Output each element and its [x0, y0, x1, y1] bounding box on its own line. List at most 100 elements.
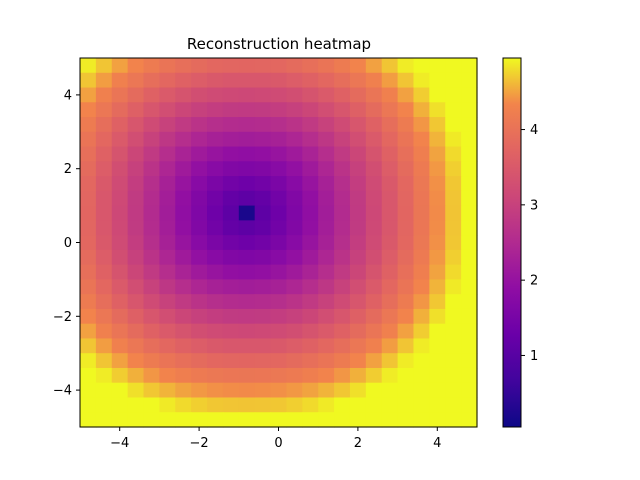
heatmap-cell [222, 264, 240, 280]
heatmap-cell [159, 205, 176, 221]
heatmap-cell [302, 279, 319, 295]
heatmap-cell [80, 382, 97, 399]
heatmap-cell [270, 264, 288, 280]
heatmap-cell [127, 190, 145, 207]
heatmap-cell [222, 146, 240, 162]
heatmap-cell [461, 294, 478, 310]
heatmap-cell [191, 367, 208, 384]
heatmap-cell [445, 308, 462, 325]
heatmap-cell [143, 117, 160, 133]
heatmap-cell [349, 367, 367, 384]
heatmap-cell [175, 131, 192, 148]
heatmap-cell [397, 176, 415, 192]
heatmap-cell [143, 235, 160, 251]
heatmap-cell [143, 338, 160, 354]
heatmap-cell [461, 117, 478, 133]
heatmap-cell [159, 131, 176, 148]
heatmap-cell [127, 279, 145, 295]
heatmap-cell [111, 264, 129, 280]
heatmap-cell [429, 72, 446, 89]
heatmap-cell [111, 397, 129, 413]
x-tick-label: −4 [110, 436, 129, 451]
heatmap-cell [127, 412, 145, 428]
heatmap-cell [349, 323, 367, 340]
heatmap-cell [222, 338, 240, 354]
heatmap-cell [365, 412, 383, 428]
heatmap-cell [238, 146, 256, 162]
heatmap-cell [143, 308, 160, 325]
heatmap-cell [207, 235, 224, 251]
heatmap-cell [302, 87, 319, 103]
heatmap-cell [222, 294, 240, 310]
heatmap-cell [95, 102, 113, 118]
heatmap-cell [461, 308, 478, 325]
heatmap-cell [270, 308, 288, 325]
heatmap-cell [461, 176, 478, 192]
heatmap-cell [143, 176, 160, 192]
heatmap-cell [159, 323, 176, 340]
y-tick-label: 2 [64, 162, 72, 177]
heatmap-cell [413, 323, 430, 340]
heatmap-cell [254, 308, 272, 325]
heatmap-cell [397, 397, 415, 413]
heatmap-cell [334, 190, 351, 207]
heatmap-cell [111, 131, 129, 148]
heatmap-cell [191, 235, 208, 251]
heatmap-cell [143, 102, 160, 118]
heatmap-cell [445, 412, 462, 428]
heatmap-cell [413, 397, 430, 413]
heatmap-cell [381, 87, 399, 103]
heatmap-cell [80, 412, 97, 428]
heatmap-cell [143, 146, 160, 162]
heatmap-cell [286, 279, 303, 295]
heatmap-cell [429, 102, 446, 118]
heatmap-cell [222, 397, 240, 413]
heatmap-cell [429, 308, 446, 325]
x-tick-label: 4 [433, 436, 441, 451]
heatmap-cell [286, 367, 303, 384]
heatmap-cell [397, 102, 415, 118]
heatmap-cell [191, 412, 208, 428]
heatmap-cell [397, 382, 415, 399]
heatmap-cell [270, 235, 288, 251]
heatmap-cell [111, 249, 129, 266]
heatmap-cell [191, 353, 208, 369]
heatmap-cell [286, 190, 303, 207]
heatmap-cell [381, 353, 399, 369]
heatmap-cell [207, 58, 224, 74]
heatmap-cell [413, 279, 430, 295]
heatmap-cell [254, 367, 272, 384]
heatmap-cell [270, 205, 288, 221]
heatmap-cell [381, 382, 399, 399]
heatmap-cell [238, 382, 256, 399]
heatmap-cell [381, 235, 399, 251]
heatmap-cell [175, 58, 192, 74]
heatmap-cell [318, 205, 335, 221]
heatmap-cell [318, 338, 335, 354]
heatmap-cell [143, 190, 160, 207]
heatmap-cell [397, 161, 415, 177]
colorbar-tick-label: 1 [530, 349, 538, 364]
heatmap-cell [429, 338, 446, 354]
heatmap-cell [222, 367, 240, 384]
heatmap-cell [222, 412, 240, 428]
heatmap-cell [413, 176, 430, 192]
heatmap-cell [95, 249, 113, 266]
heatmap-cell [270, 353, 288, 369]
heatmap-cell [302, 58, 319, 74]
heatmap-cell [143, 412, 160, 428]
heatmap-cell [80, 72, 97, 89]
heatmap-cell [111, 161, 129, 177]
colorbar-tick-label: 4 [530, 123, 538, 138]
heatmap-cell [159, 397, 176, 413]
heatmap-cell [381, 205, 399, 221]
heatmap-cell [318, 72, 335, 89]
heatmap-cell [381, 72, 399, 89]
heatmap-cell [461, 102, 478, 118]
heatmap-cell [429, 117, 446, 133]
heatmap-cell [191, 87, 208, 103]
heatmap-cell [238, 220, 256, 236]
heatmap-cell [207, 353, 224, 369]
heatmap-cell [270, 323, 288, 340]
heatmap-cell [159, 161, 176, 177]
